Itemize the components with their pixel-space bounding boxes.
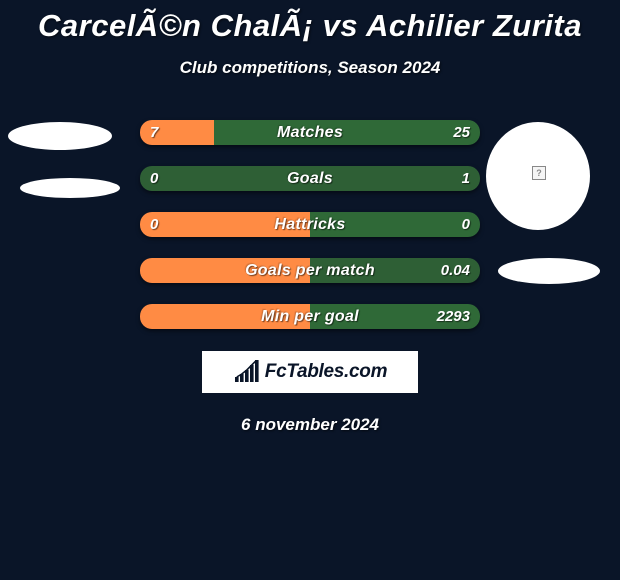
decor-ellipse [8, 122, 112, 150]
stats-container: Matches725Goals01Hattricks00Goals per ma… [140, 120, 480, 329]
stat-value-right: 1 [462, 166, 470, 191]
stat-value-left: 0 [150, 166, 158, 191]
stat-row: Matches7 25 [140, 120, 480, 145]
bar-chart-icon [233, 360, 261, 384]
stat-label: Goals [140, 166, 480, 191]
stat-row: Hattricks0 0 [140, 212, 480, 237]
stat-value-right: 0.04 [441, 258, 470, 283]
stat-row: Goals per match0.04 [140, 258, 480, 283]
decor-ellipse [20, 178, 120, 198]
decor-circle: ? [486, 122, 590, 230]
stat-label: Min per goal [140, 304, 480, 329]
right-player-decor: ? [486, 122, 600, 284]
stat-row: Goals0 1 [140, 166, 480, 191]
stat-value-left: 0 [150, 212, 158, 237]
subtitle: Club competitions, Season 2024 [0, 58, 620, 78]
stat-value-right: 0 [462, 212, 470, 237]
stat-label: Goals per match [140, 258, 480, 283]
stat-value-right: 2293 [437, 304, 470, 329]
stat-label: Matches [140, 120, 480, 145]
page-title: CarcelÃ©n ChalÃ¡ vs Achilier Zurita [0, 0, 620, 44]
logo-text: FcTables.com [265, 361, 387, 383]
stat-value-left: 7 [150, 120, 158, 145]
stat-value-right: 25 [453, 120, 470, 145]
stat-row: Min per goal2293 [140, 304, 480, 329]
left-player-decor [8, 122, 120, 198]
placeholder-flag-icon: ? [532, 166, 546, 180]
fctables-logo: FcTables.com [202, 351, 418, 393]
date-line: 6 november 2024 [0, 415, 620, 435]
decor-ellipse [498, 258, 600, 284]
stat-label: Hattricks [140, 212, 480, 237]
